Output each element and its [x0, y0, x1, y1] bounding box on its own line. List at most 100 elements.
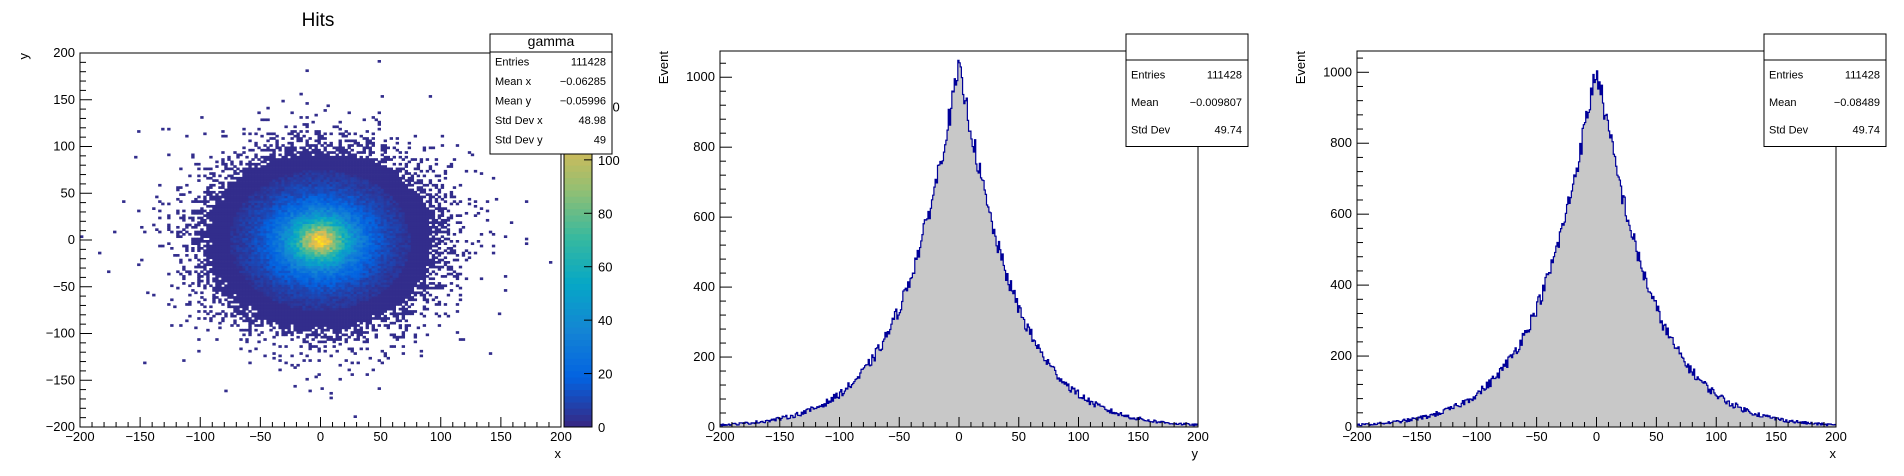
heatmap-cell	[182, 218, 186, 222]
heatmap-cell	[284, 265, 288, 269]
heatmap-cell	[350, 333, 354, 337]
heatmap-cell	[359, 244, 363, 248]
heatmap-cell	[377, 218, 381, 222]
heatmap-cell	[218, 202, 222, 206]
heatmap-cell	[239, 268, 243, 271]
heatmap-cell	[356, 307, 360, 311]
heatmap-cell	[236, 228, 240, 231]
heatmap-cell	[245, 282, 249, 285]
heatmap-cell	[245, 251, 249, 255]
heatmap-cell	[311, 225, 315, 229]
heatmap-cell	[290, 242, 294, 246]
heatmap-cell	[347, 193, 351, 196]
heatmap-cell	[323, 263, 327, 267]
heatmap-cell	[200, 218, 204, 222]
heatmap-cell	[278, 298, 282, 302]
heatmap-cell	[278, 275, 282, 278]
heatmap-cell	[236, 268, 240, 271]
heatmap-cell	[296, 256, 300, 260]
heatmap-cell	[347, 268, 351, 271]
heatmap-cell	[266, 162, 270, 166]
heatmap-cell	[323, 310, 327, 313]
heatmap-cell	[191, 225, 195, 229]
heatmap-cell	[386, 237, 390, 241]
heatmap-cell	[251, 148, 255, 152]
heatmap-cell	[269, 230, 273, 234]
heatmap-cell	[248, 247, 252, 250]
heatmap-cell	[233, 314, 237, 318]
heatmap-cell	[215, 221, 219, 224]
heatmap-cell	[365, 158, 369, 161]
heatmap-cell	[383, 200, 387, 203]
heatmap-cell	[344, 174, 348, 178]
heatmap-cell	[371, 286, 375, 290]
heatmap-cell	[377, 261, 381, 264]
heatmap-cell	[302, 186, 306, 189]
heatmap-cell	[377, 307, 381, 311]
heatmap-cell	[242, 209, 246, 213]
heatmap-cell	[185, 319, 189, 323]
heatmap-cell	[377, 298, 381, 302]
heatmap-cell	[287, 319, 291, 323]
heatmap-cell	[227, 291, 231, 295]
heatmap-cell	[368, 258, 372, 262]
heatmap-cell	[356, 207, 360, 210]
heatmap-cell	[344, 139, 348, 143]
heatmap-cell	[395, 200, 400, 203]
heatmap-cell	[392, 244, 397, 248]
heatmap-cell	[233, 240, 237, 243]
heatmap-cell	[347, 204, 351, 208]
heatmap-cell	[203, 209, 207, 213]
heatmap-cell	[257, 310, 261, 313]
heatmap-cell	[311, 258, 315, 262]
heatmap-cell	[203, 240, 207, 243]
heatmap-cell	[359, 331, 363, 334]
heatmap-cell	[275, 314, 279, 318]
heatmap-cell	[293, 324, 297, 327]
heatmap-cell	[230, 242, 234, 246]
heatmap-cell	[290, 293, 294, 297]
heatmap-cell	[158, 230, 162, 234]
heatmap-cell	[380, 146, 384, 150]
heatmap-cell	[218, 216, 222, 220]
heatmap-cell	[350, 158, 354, 161]
heatmap-cell	[350, 286, 354, 290]
heatmap-cell	[242, 197, 246, 201]
heatmap-cell	[251, 314, 255, 318]
heatmap-cell	[308, 223, 312, 227]
heatmap-cell	[308, 155, 312, 159]
heatmap-cell	[350, 319, 354, 323]
heatmap-cell	[383, 286, 387, 290]
heatmap-cell	[272, 296, 276, 299]
heatmap-cell	[203, 190, 207, 194]
heatmap-cell	[257, 286, 261, 290]
heatmap-cell	[350, 242, 354, 246]
heatmap-cell	[293, 279, 297, 283]
heatmap-cell	[263, 118, 267, 122]
heatmap-cell	[338, 244, 342, 248]
heatmap-cell	[344, 209, 348, 213]
heatmap-cell	[269, 174, 273, 178]
heatmap-cell	[296, 211, 300, 215]
heatmap-cell	[266, 202, 270, 206]
heatmap-cell	[365, 282, 369, 285]
heatmap-cell	[242, 183, 246, 187]
heatmap-cell	[269, 214, 273, 217]
heatmap-cell	[380, 158, 384, 161]
heatmap-cell	[377, 265, 381, 269]
heatmap-cell	[278, 324, 282, 327]
heatmap-cell	[278, 265, 282, 269]
heatmap-cell	[317, 303, 321, 306]
heatmap-cell	[293, 221, 297, 224]
heatmap-cell	[272, 249, 276, 253]
heatmap-cell	[338, 200, 342, 203]
heatmap-cell	[350, 214, 354, 217]
heatmap-cell	[284, 214, 288, 217]
heatmap-cell	[263, 263, 267, 267]
heatmap-cell	[275, 216, 279, 220]
heatmap-cell	[356, 335, 360, 339]
heatmap-cell	[215, 209, 219, 213]
heatmap-cell	[293, 247, 297, 250]
heatmap-cell	[239, 216, 243, 220]
heatmap-cell	[383, 282, 387, 285]
